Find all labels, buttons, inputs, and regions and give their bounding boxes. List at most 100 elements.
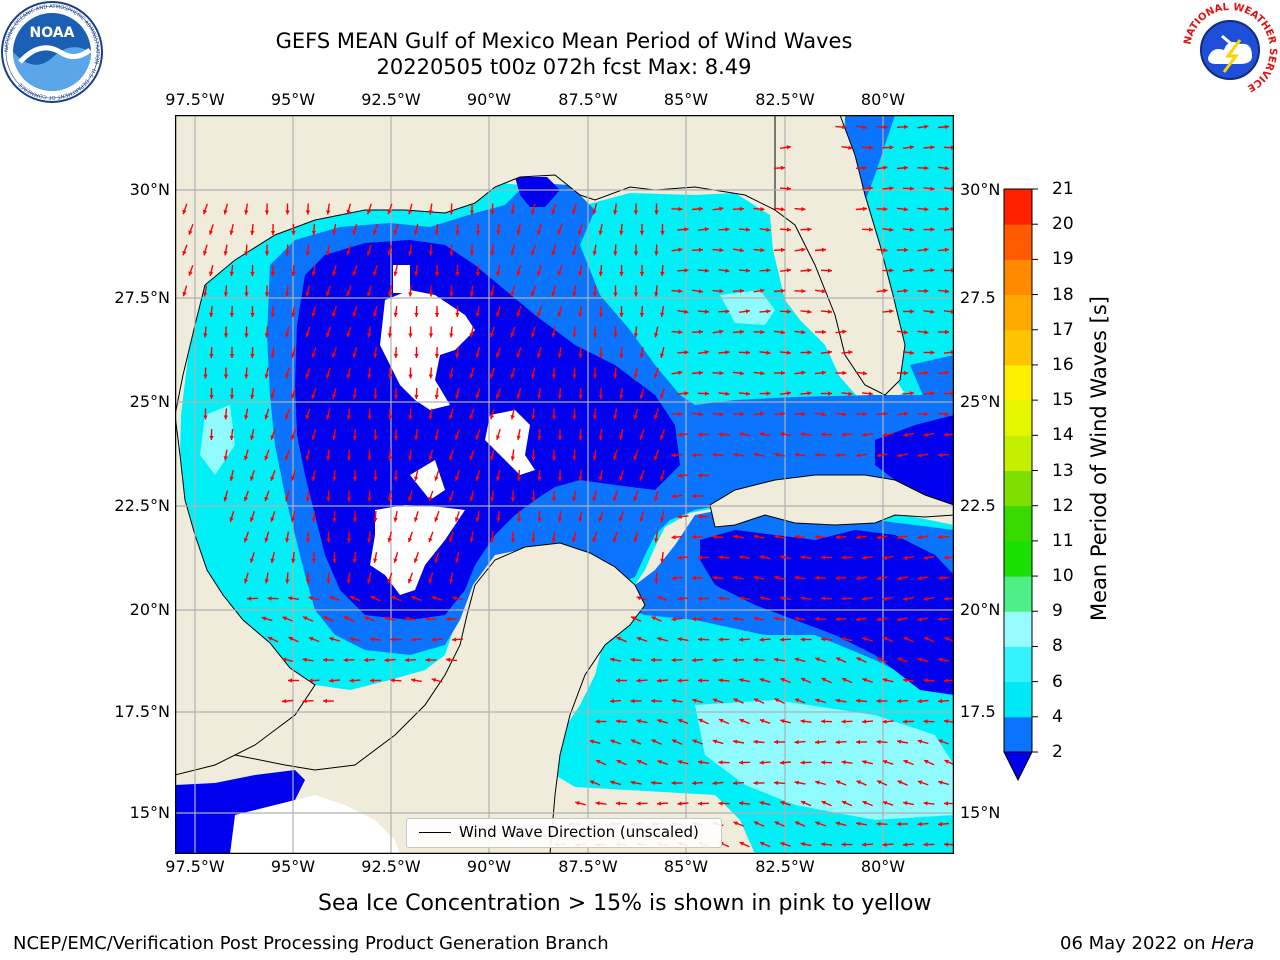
wind-wave-arrowhead (876, 453, 881, 458)
wind-wave-arrowhead (454, 517, 460, 522)
wind-wave-arrowhead (917, 576, 922, 581)
colorbar-tick-label: 8 (1052, 636, 1063, 657)
wind-wave-arrowhead (698, 289, 703, 294)
wind-wave-arrowhead (882, 719, 887, 724)
wind-wave-arrowhead (924, 207, 929, 212)
wind-wave-arrowhead (759, 801, 764, 806)
wind-wave-arrowhead (209, 395, 214, 399)
wind-wave-arrowhead (903, 165, 908, 171)
wind-wave-arrowhead (531, 538, 536, 543)
wind-wave-arrowhead (428, 537, 433, 543)
wind-wave-arrowhead (753, 780, 758, 786)
wind-wave-arrowhead (821, 432, 826, 437)
wind-wave-arrowhead (924, 124, 929, 129)
colorbar-tick-label: 12 (1052, 495, 1074, 516)
wind-wave-arrowhead (923, 719, 928, 724)
wind-wave-arrowhead (616, 636, 621, 641)
wind-wave-arrowhead (572, 415, 577, 420)
wind-wave-arrowhead (718, 555, 723, 560)
wind-wave-arrowhead (794, 452, 799, 457)
wind-wave-arrowhead (393, 395, 399, 399)
wind-wave-arrowhead (613, 292, 618, 297)
wind-wave-arrowhead (449, 579, 454, 584)
wind-wave-arrowhead (285, 538, 290, 543)
wind-wave-arrowhead (938, 657, 943, 662)
wind-wave-arrowhead (302, 698, 307, 704)
wind-wave-arrowhead (876, 821, 881, 827)
no-data-area (485, 410, 535, 475)
wind-wave-arrowhead (807, 268, 812, 273)
wind-wave-arrowhead (331, 353, 337, 358)
wind-wave-arrowhead (862, 555, 867, 560)
colorbar-tick-label: 4 (1052, 706, 1063, 727)
wind-wave-arrowhead (801, 247, 806, 252)
wind-wave-arrowhead (454, 476, 460, 481)
wind-wave-arrowhead (945, 329, 949, 335)
wind-wave-arrowhead (924, 759, 929, 764)
wind-wave-arrowhead (639, 435, 644, 440)
band-6-8-patch (695, 700, 954, 820)
wind-wave-arrowhead (311, 517, 316, 522)
wind-wave-arrowhead (774, 616, 779, 621)
wind-wave-arrowhead (780, 842, 785, 847)
wind-wave-arrowhead (384, 616, 390, 621)
wind-wave-arrowhead (203, 374, 208, 379)
wind-wave-arrowhead (923, 842, 928, 847)
wind-wave-arrowhead (250, 394, 255, 399)
wind-wave-arrowhead (944, 555, 949, 560)
wind-wave-arrowhead (291, 271, 296, 276)
wind-wave-arrowhead (288, 636, 293, 641)
wind-wave-arrowhead (572, 333, 577, 338)
wind-wave-arrowhead (868, 227, 873, 232)
wind-wave-arrowhead (311, 271, 316, 276)
wind-wave-arrowhead (373, 558, 378, 563)
wind-wave-arrowhead (572, 250, 577, 256)
wind-wave-arrowhead (270, 435, 275, 440)
wind-wave-arrowhead (718, 432, 723, 437)
wind-wave-arrowhead (725, 268, 730, 273)
wind-wave-arrowhead (909, 268, 914, 273)
lat-label-left: 20°N (129, 600, 170, 619)
wind-wave-arrowhead (516, 312, 521, 317)
wind-wave-arrowhead (938, 575, 943, 581)
lon-label-bottom: 92.5°W (361, 857, 421, 876)
wind-wave-arrowhead (431, 678, 437, 683)
wind-wave-arrowhead (551, 374, 557, 379)
wind-wave-arrowhead (842, 329, 847, 334)
wind-wave-arrowhead (223, 209, 228, 215)
wind-wave-arrowhead (405, 616, 410, 621)
wind-wave-arrowhead (678, 370, 683, 375)
wind-wave-arrowhead (592, 251, 597, 256)
wind-wave-arrowhead (633, 210, 639, 215)
wind-wave-arrowhead (367, 538, 372, 543)
wind-wave-arrowhead (917, 739, 923, 744)
wind-wave-arrowhead (612, 496, 618, 502)
wind-wave-arrowhead (651, 780, 656, 786)
wind-wave-arrowhead (490, 455, 495, 461)
wind-wave-arrowhead (329, 595, 334, 601)
wind-wave-arrowhead (654, 292, 659, 297)
wind-wave-arrowhead (821, 596, 826, 601)
lon-label-top: 80°W (860, 90, 906, 109)
wind-wave-arrowhead (924, 370, 929, 375)
wind-wave-arrowhead (877, 780, 882, 785)
wind-wave-arrowhead (329, 678, 334, 683)
wind-wave-arrowhead (367, 497, 372, 502)
wind-wave-arrowhead (698, 473, 702, 478)
wind-wave-arrowhead (651, 616, 657, 621)
wind-wave-arrowhead (469, 292, 474, 297)
wind-wave-arrowhead (352, 394, 357, 399)
wind-wave-arrowhead (759, 760, 764, 765)
wind-wave-arrowhead (305, 538, 311, 543)
wind-wave-arrowhead (223, 496, 228, 502)
wind-wave-arrowhead (654, 373, 659, 379)
wind-wave-arrowhead (188, 230, 193, 235)
wind-wave-arrowhead (698, 637, 703, 642)
wind-wave-arrowhead (530, 250, 536, 256)
wind-wave-arrowhead (780, 411, 785, 416)
wind-wave-arrowhead (557, 353, 562, 358)
wind-wave-arrowhead (733, 657, 738, 663)
wind-wave-arrowhead (883, 165, 888, 170)
colorbar-segment (1004, 540, 1032, 577)
wind-wave-arrowhead (733, 616, 738, 621)
